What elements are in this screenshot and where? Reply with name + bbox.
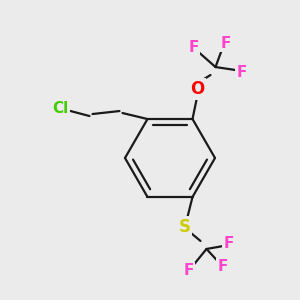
Text: F: F	[217, 260, 228, 274]
Text: F: F	[236, 64, 247, 80]
Text: Cl: Cl	[52, 100, 69, 116]
Text: F: F	[223, 236, 234, 251]
Text: F: F	[183, 263, 194, 278]
Text: F: F	[188, 40, 199, 55]
Text: S: S	[178, 218, 190, 236]
Text: O: O	[190, 80, 205, 98]
Text: F: F	[220, 35, 231, 50]
